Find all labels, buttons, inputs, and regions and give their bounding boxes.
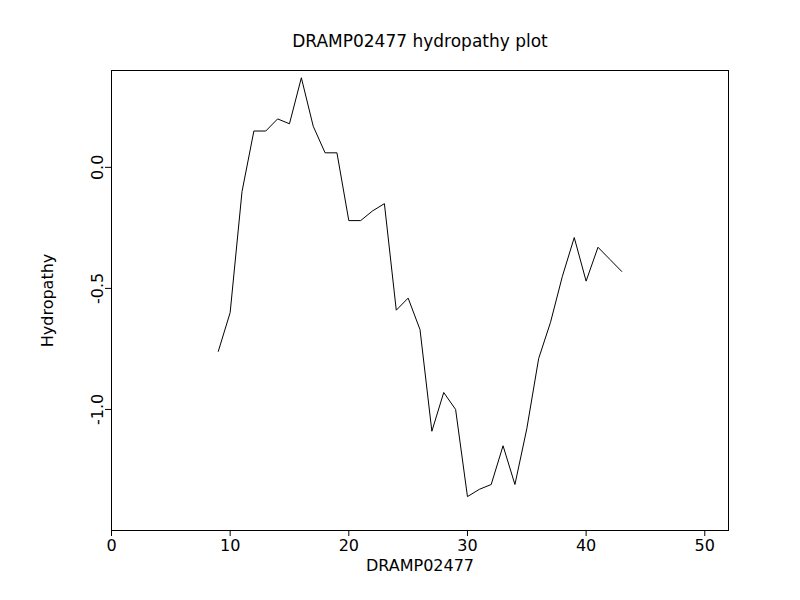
svg-text:10: 10 — [220, 536, 240, 555]
svg-text:40: 40 — [576, 536, 596, 555]
svg-text:DRAMP02477 hydropathy plot: DRAMP02477 hydropathy plot — [292, 31, 548, 51]
svg-text:DRAMP02477: DRAMP02477 — [366, 556, 474, 575]
svg-text:30: 30 — [457, 536, 477, 555]
svg-text:20: 20 — [339, 536, 359, 555]
svg-text:Hydropathy: Hydropathy — [38, 254, 57, 348]
svg-text:50: 50 — [695, 536, 715, 555]
svg-text:0: 0 — [106, 536, 116, 555]
svg-text:-0.5: -0.5 — [88, 273, 107, 304]
svg-text:-1.0: -1.0 — [88, 394, 107, 425]
svg-text:0.0: 0.0 — [88, 155, 107, 180]
